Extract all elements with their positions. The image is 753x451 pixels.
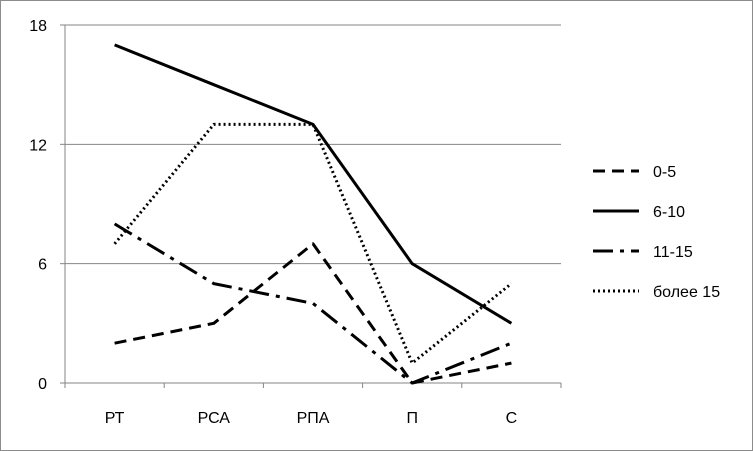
x-tick-label: РТ [105,410,125,427]
x-tick-label: РПА [297,410,330,427]
x-tick-labels: РТ РСА РПА П С [105,410,517,427]
y-tick-label: 6 [38,257,47,274]
y-tick-label: 0 [38,376,47,393]
legend-label-1: 0-5 [653,164,676,181]
legend-label-3: 11-15 [653,244,693,261]
y-tick-label: 18 [29,18,47,35]
legend-label-2: 6-10 [653,204,685,221]
gridlines [65,24,561,265]
x-tick-label: РСА [198,410,231,427]
y-tick-label: 12 [29,137,47,154]
series-line-1 [114,242,512,385]
legend: 0-5 6-10 11-15 более 15 [593,164,720,301]
x-tick-label: С [506,410,518,427]
axes [60,24,562,388]
series-line-2 [114,43,513,325]
series-lines [113,43,513,385]
x-tick-label: П [406,410,418,427]
legend-label-4: более 15 [653,284,720,301]
series-line-4 [113,122,513,365]
y-tick-labels: 0 6 12 18 [29,18,47,393]
series-line-3 [113,222,512,385]
